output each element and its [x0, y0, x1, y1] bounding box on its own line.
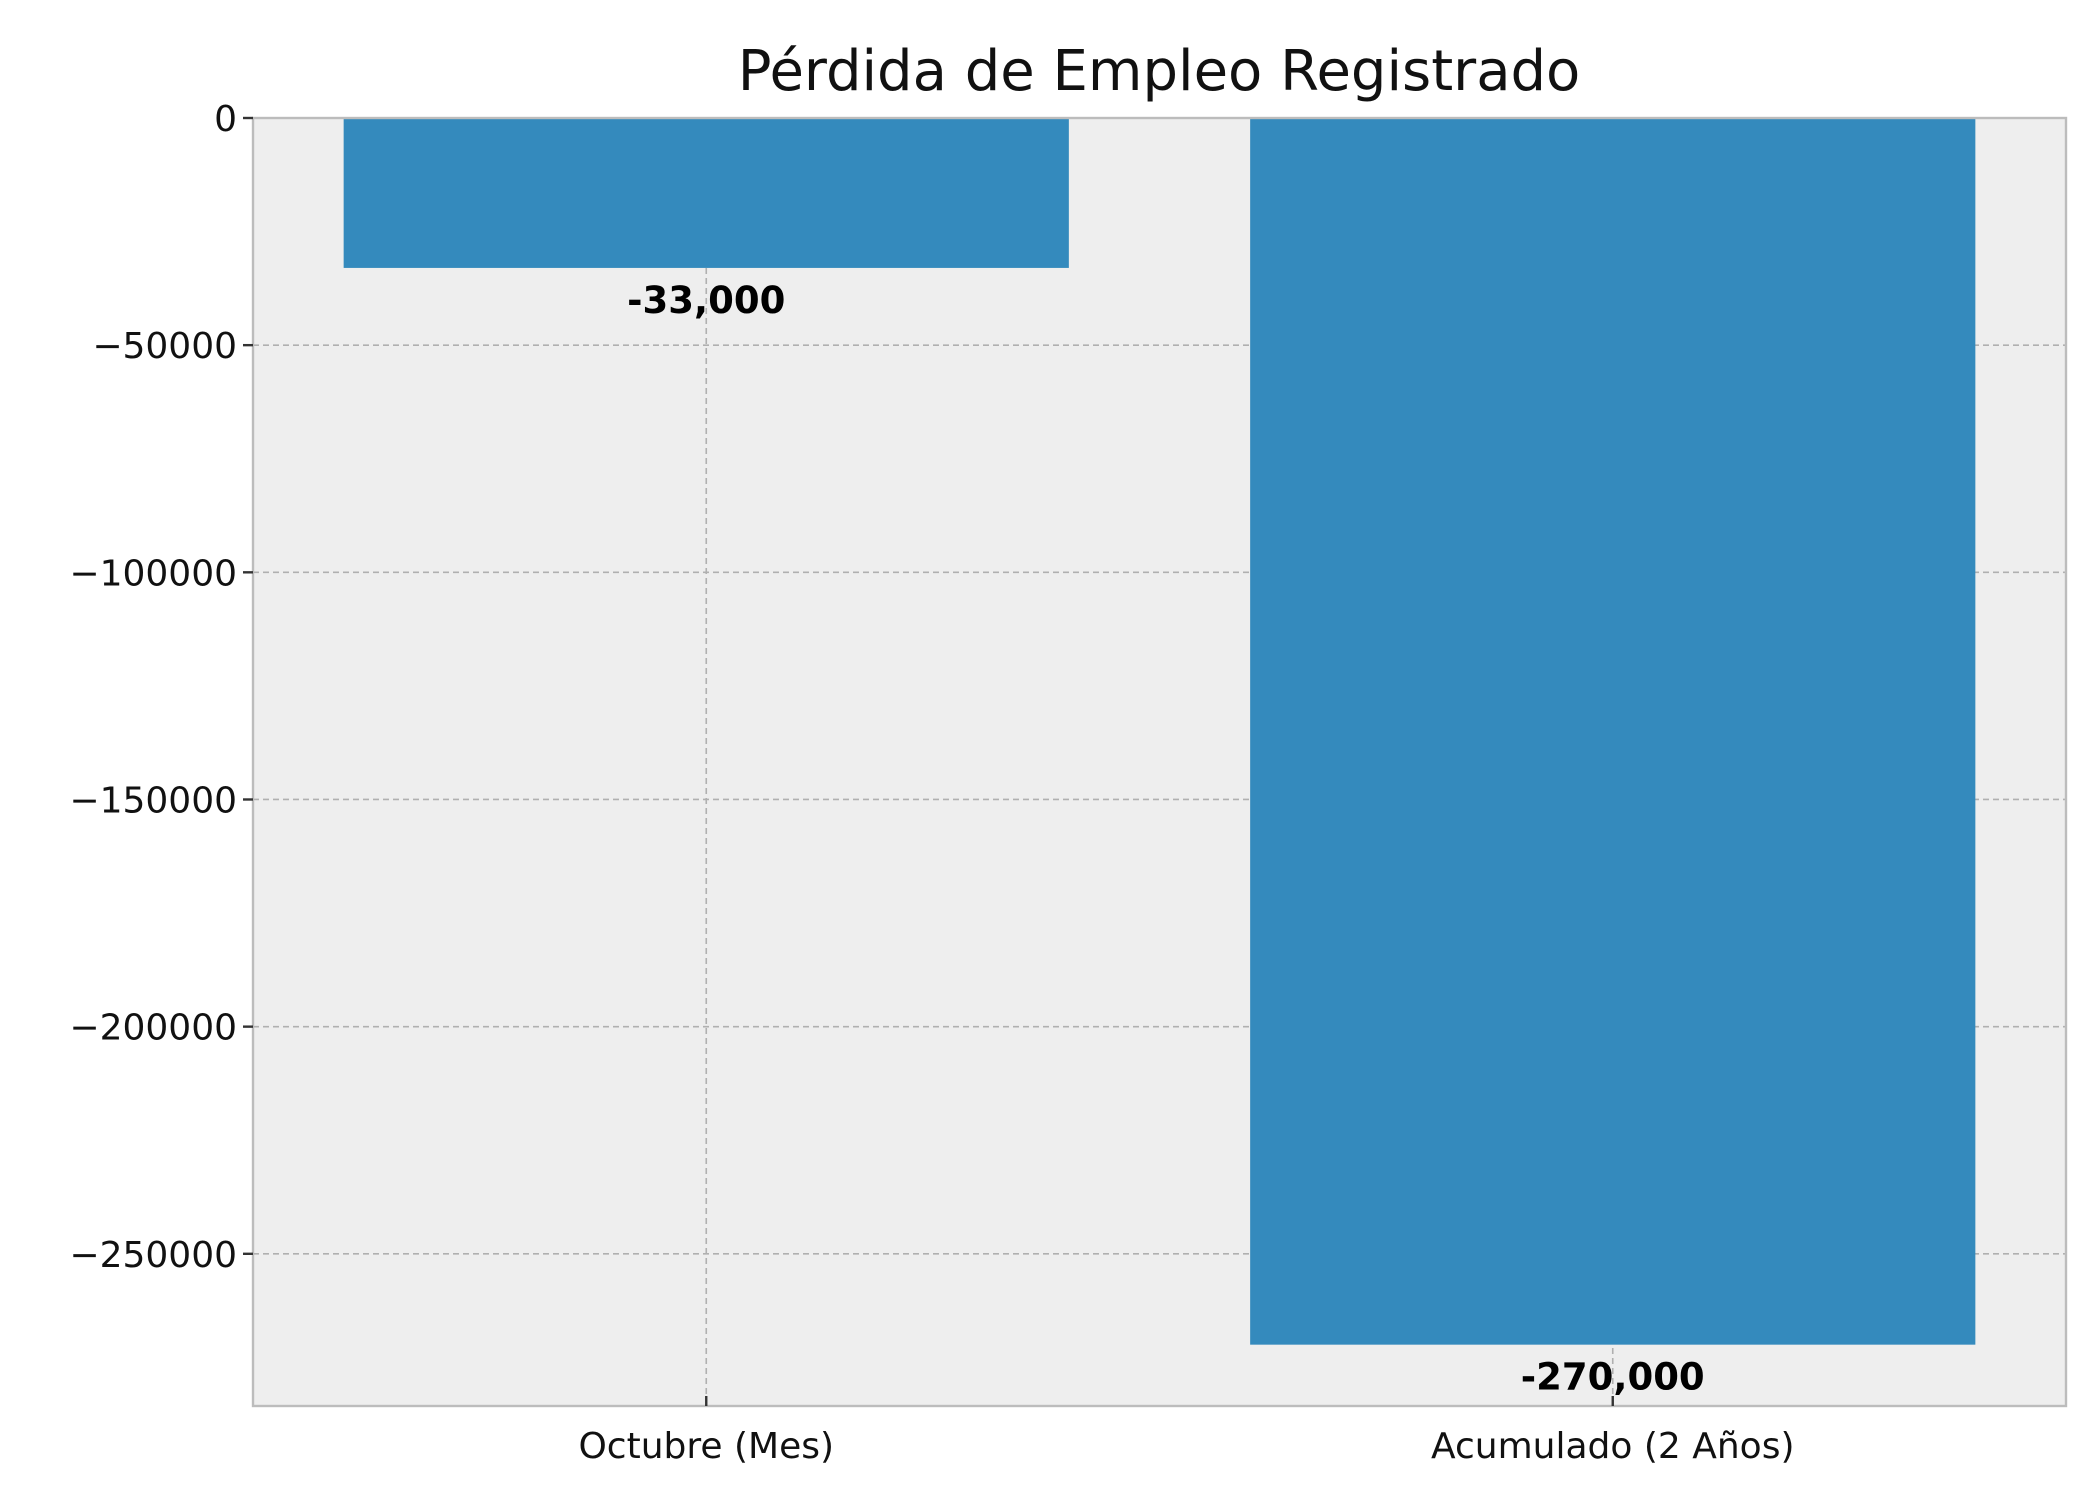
chart-title: Pérdida de Empleo Registrado — [738, 39, 1581, 104]
y-tick-label: −100000 — [69, 553, 237, 594]
bar-value-label: -33,000 — [627, 279, 785, 322]
bar — [343, 118, 1069, 268]
axis-ticks: 0 −50000 −100000 −150000 −200000 −250000 Octub… — [69, 99, 1794, 1467]
bars — [343, 118, 1976, 1345]
y-tick-label: −150000 — [69, 780, 237, 821]
y-tick-label: 0 — [214, 99, 237, 140]
data-labels: -33,000 -270,000 — [627, 279, 1705, 1399]
bar-value-label: -270,000 — [1521, 1356, 1705, 1399]
bar — [1250, 118, 1976, 1345]
y-tick-label: −50000 — [92, 326, 237, 367]
y-tick-label: −250000 — [69, 1235, 237, 1276]
x-tick-label: Acumulado (2 Años) — [1431, 1426, 1795, 1467]
plot-frame — [251, 116, 2068, 1408]
y-tick-label: −200000 — [69, 1008, 237, 1049]
x-tick-label: Octubre (Mes) — [578, 1426, 834, 1467]
